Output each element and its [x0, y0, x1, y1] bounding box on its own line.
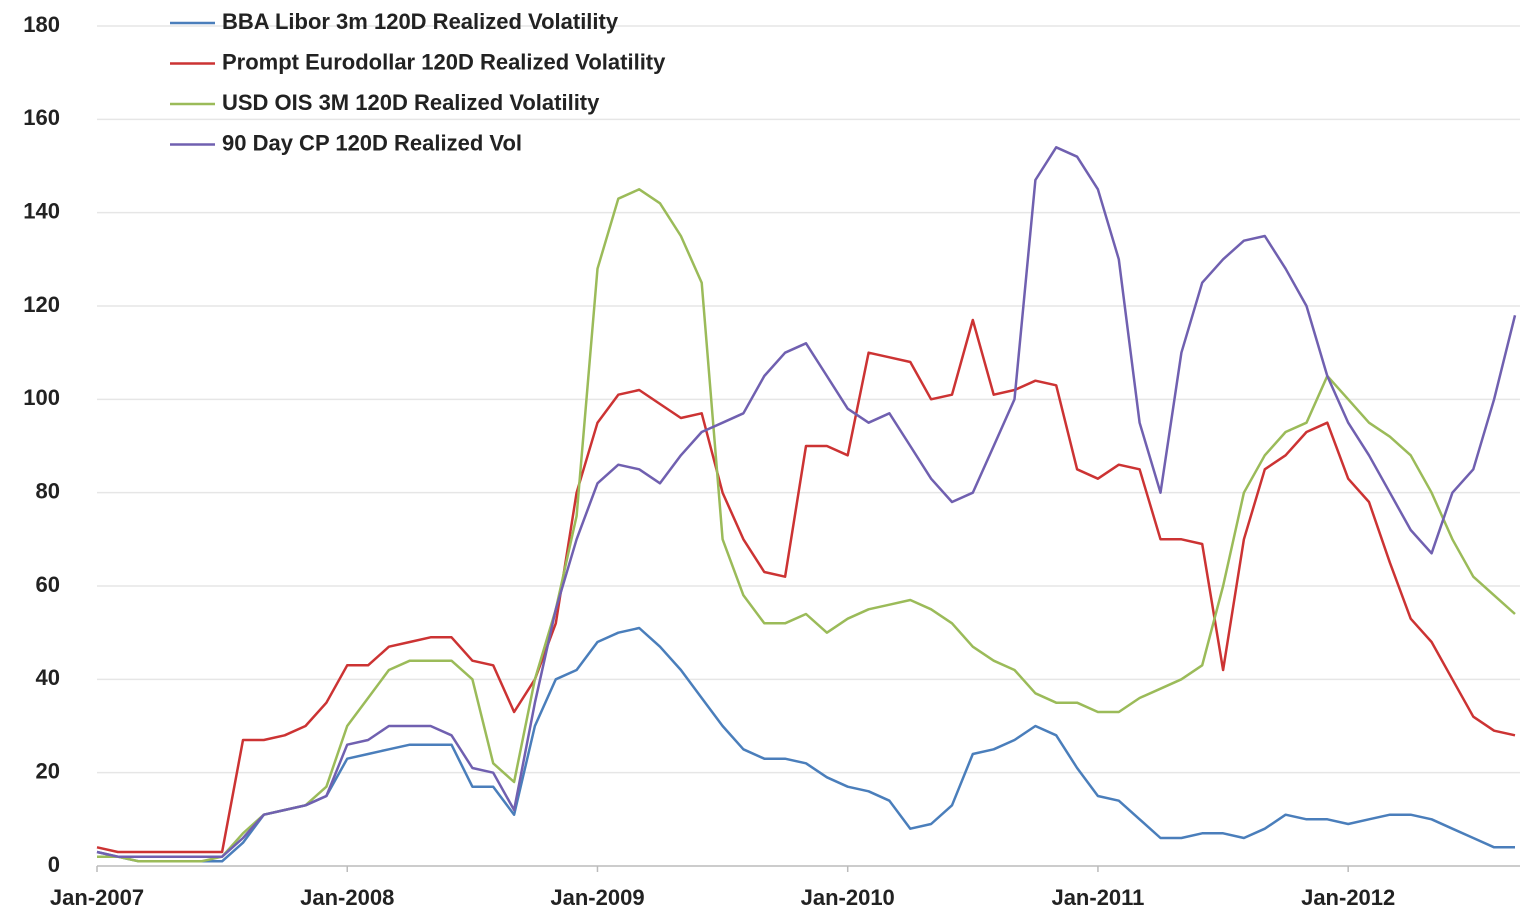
series-line	[97, 188, 1516, 863]
x-tick-label: Jan-2007	[50, 885, 144, 910]
y-tick-label: 180	[23, 12, 60, 37]
y-tick-label: 160	[23, 105, 60, 130]
y-tick-label: 40	[36, 665, 60, 690]
x-tick-label: Jan-2010	[801, 885, 895, 910]
y-tick-label: 20	[36, 758, 60, 783]
series-line	[96, 318, 1516, 854]
x-tick-label: Jan-2011	[1051, 885, 1144, 910]
y-tick-label: 100	[23, 385, 60, 410]
series-line	[96, 626, 1515, 863]
y-tick-label: 60	[36, 572, 60, 597]
legend-label: Prompt Eurodollar 120D Realized Volatili…	[222, 49, 666, 74]
legend-label: USD OIS 3M 120D Realized Volatility	[222, 90, 600, 115]
y-tick-label: 140	[23, 198, 60, 223]
legend-label: 90 Day CP 120D Realized Vol	[222, 130, 522, 155]
y-tick-label: 120	[23, 292, 60, 317]
series-line	[96, 146, 1517, 858]
y-tick-label: 0	[48, 852, 60, 877]
x-tick-label: Jan-2012	[1301, 885, 1395, 910]
legend-label: BBA Libor 3m 120D Realized Volatility	[222, 9, 619, 34]
x-tick-label: Jan-2009	[550, 885, 644, 910]
x-tick-label: Jan-2008	[300, 885, 394, 910]
y-tick-label: 80	[36, 478, 60, 503]
